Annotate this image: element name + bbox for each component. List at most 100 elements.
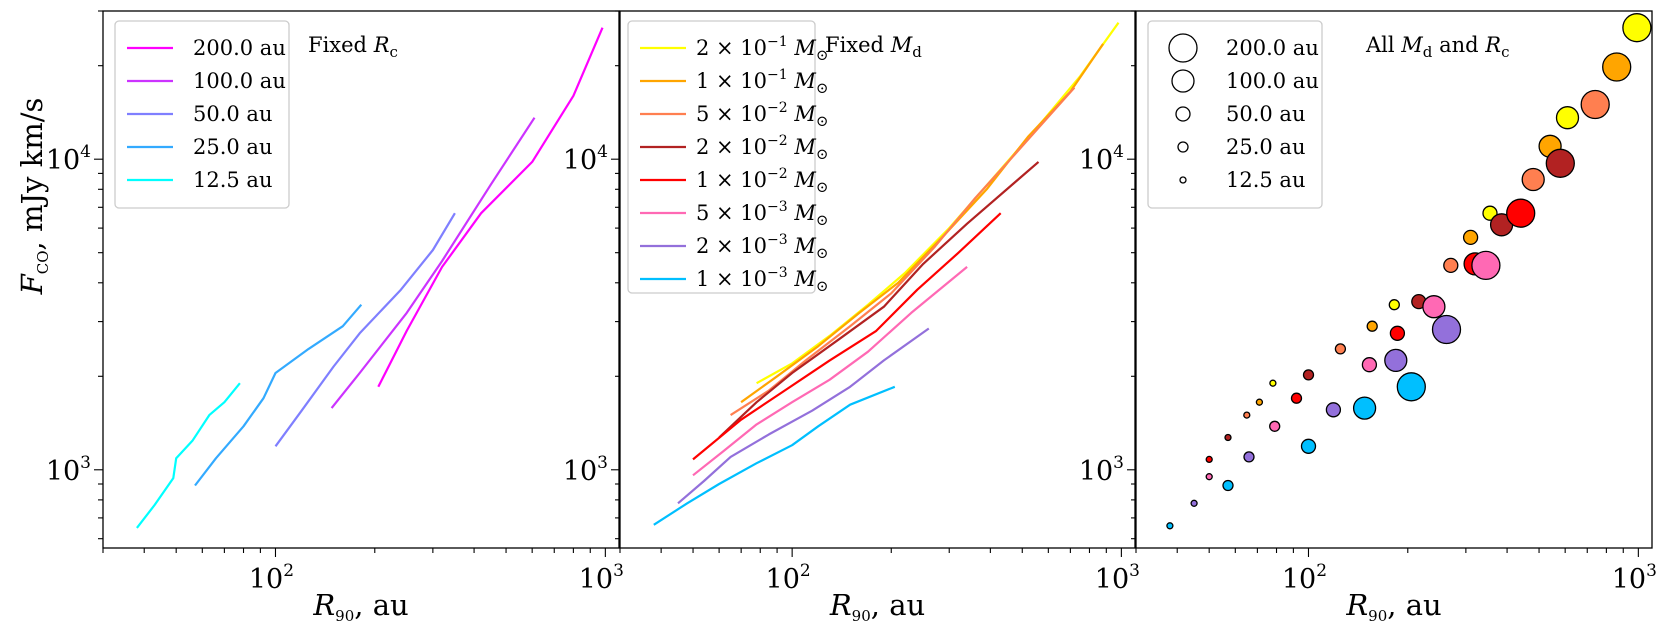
ticks: 102 103 103 104 xyxy=(563,10,1140,595)
legend-label: 200.0 au xyxy=(1226,36,1319,60)
y-axis-label: FCO, mJy km/s xyxy=(15,98,52,296)
legend: 200.0 au 100.0 au 50.0 au 25.0 au 12.5 au xyxy=(114,20,290,209)
series-line xyxy=(136,382,241,529)
scatter-point xyxy=(1325,402,1342,418)
scatter-point xyxy=(1462,229,1479,246)
legend-label: 5 × 10−2 M⊙ xyxy=(696,100,828,130)
series-line xyxy=(756,22,1120,385)
legend-label: 1 × 10−1 M⊙ xyxy=(696,67,828,97)
y-tick-label: 104 xyxy=(1079,142,1124,176)
legend-marker xyxy=(1168,33,1198,63)
series-line xyxy=(377,27,604,388)
scatter-point xyxy=(1422,295,1446,319)
panel-title: Fixed Rc xyxy=(308,33,398,61)
plot-area xyxy=(653,22,1120,526)
y-tick-label: 103 xyxy=(46,453,91,487)
legend-box xyxy=(627,20,816,294)
scatter-point xyxy=(1443,257,1459,274)
scatter-point xyxy=(1602,52,1632,82)
legend-label: 25.0 au xyxy=(193,135,272,159)
scatter-point xyxy=(1222,479,1234,492)
x-tick-label: 102 xyxy=(766,561,811,595)
axes-frame xyxy=(619,10,1136,549)
y-tick-label: 103 xyxy=(563,453,608,487)
scatter-point xyxy=(1269,379,1277,387)
x-axis-label: R90, au xyxy=(829,588,925,625)
legend-label: 1 × 10−3 M⊙ xyxy=(696,265,828,295)
legend-label: 5 × 10−3 M⊙ xyxy=(696,199,828,229)
series-line xyxy=(653,385,896,526)
scatter-point xyxy=(1366,320,1378,332)
legend-label: 2 × 10−2 M⊙ xyxy=(696,133,828,163)
x-tick-label: 103 xyxy=(1095,561,1140,595)
scatter-point xyxy=(1545,148,1575,178)
y-tick-label: 104 xyxy=(46,142,91,176)
scatter-point xyxy=(1361,357,1378,373)
x-tick-label: 102 xyxy=(1282,561,1327,595)
legend-label: 100.0 au xyxy=(193,69,286,93)
panel-all-md-rc: 102 103 103 104 R90, au 200.0 au 100.0 au 50.0 … xyxy=(1079,10,1657,625)
legend-marker xyxy=(1171,69,1195,93)
legend-label: 25.0 au xyxy=(1226,135,1305,159)
legend-marker xyxy=(1179,176,1187,184)
axes-frame xyxy=(1135,10,1653,549)
series-line xyxy=(692,266,968,477)
plot-area xyxy=(1166,13,1652,530)
scatter-point xyxy=(1555,106,1580,130)
scatter-point xyxy=(1255,398,1264,406)
scatter-point xyxy=(1384,348,1408,373)
scatter-point xyxy=(1471,250,1501,281)
scatter-point xyxy=(1190,499,1198,507)
scatter-point xyxy=(1300,438,1317,454)
scatter-point xyxy=(1334,343,1347,355)
series-line xyxy=(692,212,1002,461)
legend-box xyxy=(114,20,290,209)
legend-label: 200.0 au xyxy=(193,36,286,60)
scatter-point xyxy=(1224,433,1232,442)
x-axis-label: R90, au xyxy=(312,588,408,625)
x-tick-label: 102 xyxy=(249,561,294,595)
scatter-point xyxy=(1388,299,1400,311)
x-axis-label: R90, au xyxy=(1345,588,1441,625)
panel-title: All Md and Rc xyxy=(1365,33,1509,61)
series-line xyxy=(274,212,456,447)
y-tick-label: 104 xyxy=(563,142,608,176)
scatter-point xyxy=(1243,451,1255,463)
plot-area xyxy=(136,27,604,529)
legend-label: 12.5 au xyxy=(1226,168,1305,192)
legend-label: 2 × 10−3 M⊙ xyxy=(696,232,828,262)
legend-label: 1 × 10−2 M⊙ xyxy=(696,166,828,196)
panel-fixed-md: 102 103 103 104 R90, au 2 × 10−1 M⊙1 × 10−1 M… xyxy=(563,10,1140,625)
scatter-point xyxy=(1269,420,1281,432)
x-tick-label: 103 xyxy=(1612,561,1657,595)
scatter-point xyxy=(1166,522,1174,530)
series-line xyxy=(330,117,536,409)
ticks: 102 103 103 104 xyxy=(1079,10,1657,595)
series-line xyxy=(194,303,363,487)
scatter-point xyxy=(1205,455,1213,464)
axes-frame xyxy=(102,10,620,549)
panel-fixed-rc: 102 103 103 104 R90, au 200.0 au 100.0 au 50.0 … xyxy=(46,10,624,625)
legend-marker xyxy=(1175,106,1191,122)
series-line xyxy=(677,327,930,505)
legend-label: 100.0 au xyxy=(1226,69,1319,93)
legend-box xyxy=(1147,20,1323,209)
scatter-point xyxy=(1580,89,1610,120)
scatter-point xyxy=(1396,372,1426,402)
scatter-point xyxy=(1243,411,1251,419)
legend-label: 50.0 au xyxy=(193,102,272,126)
series-line xyxy=(730,86,1076,417)
ticks: 102 103 103 104 xyxy=(46,10,624,595)
scatter-point xyxy=(1302,369,1315,381)
scatter-point xyxy=(1352,396,1377,420)
scatter-point xyxy=(1389,325,1406,341)
scatter-point xyxy=(1622,13,1652,43)
panel-title: Fixed Md xyxy=(825,33,922,61)
scatter-point xyxy=(1205,473,1213,481)
legend: 200.0 au 100.0 au 50.0 au 25.0 au 12.5 au xyxy=(1147,20,1323,209)
legend-label: 2 × 10−1 M⊙ xyxy=(696,34,828,64)
scatter-point xyxy=(1431,314,1462,345)
legend-label: 12.5 au xyxy=(193,168,272,192)
y-tick-label: 103 xyxy=(1079,453,1124,487)
